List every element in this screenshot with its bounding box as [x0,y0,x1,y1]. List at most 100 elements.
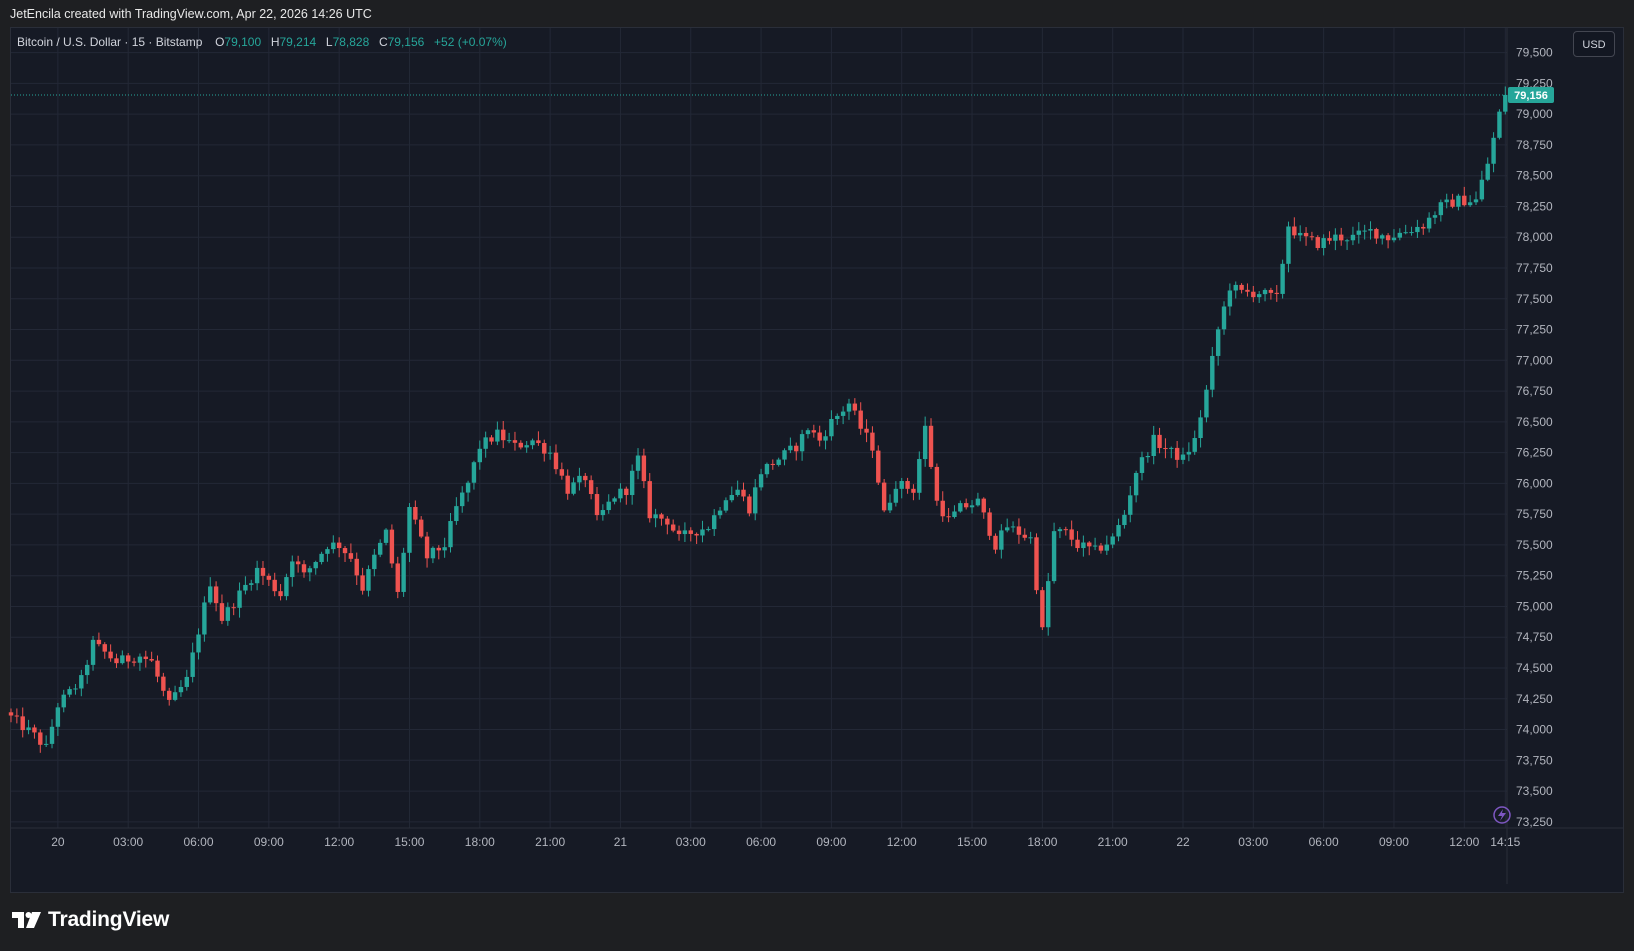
candle-body [1444,199,1449,203]
currency-button[interactable]: USD [1573,31,1615,57]
candle-body [383,529,389,543]
candle-body [325,549,330,554]
candle-body [1491,137,1496,164]
candle-body [805,430,811,435]
candle-body [213,586,219,604]
candle-body [1403,232,1408,234]
candle-body [776,459,781,465]
price-tick-label: 74,250 [1516,692,1553,706]
candle-body [108,651,113,659]
candle-body [465,482,471,493]
price-tick-label: 74,000 [1516,723,1553,737]
candle-body [1022,534,1027,538]
tradingview-brand[interactable]: TradingView [12,907,169,933]
time-tick-label: 18:00 [1027,835,1057,849]
price-tick-label: 75,000 [1516,599,1553,613]
candle-body [788,445,793,451]
candle-body [1286,226,1291,264]
last-price-badge [1508,86,1554,103]
candle-body [641,455,647,482]
price-tick-label: 79,250 [1516,76,1553,90]
symbol-legend[interactable]: Bitcoin / U.S. Dollar · 15 · Bitstamp O7… [17,35,507,49]
price-tick-label: 74,750 [1516,630,1553,644]
candle-body [1421,226,1426,229]
candle-body [67,689,72,695]
candle-body [735,489,740,496]
candle-body [676,530,682,535]
candle-body [278,591,283,597]
candle-body [1233,284,1238,291]
candle-body [553,452,559,470]
candle-body [319,553,324,563]
candle-body [178,686,184,693]
candle-body [1368,229,1373,231]
candle-body [559,469,565,476]
chart-credit: JetEncila created with TradingView.com, … [10,7,372,21]
candle-body [202,602,207,635]
candle-body [571,482,576,494]
open-label: O [215,35,225,49]
candle-body [612,498,617,502]
candle-body [413,506,418,520]
candle-body [1309,236,1315,238]
candle-body [1151,434,1156,456]
candle-body [290,561,295,578]
candle-body [846,403,852,412]
candle-body [840,411,846,416]
candle-body [1391,237,1397,241]
price-tick-label: 77,500 [1516,292,1553,306]
candle-body [928,425,934,467]
price-tick-label: 75,500 [1516,538,1553,552]
price-tick-label: 78,000 [1516,230,1553,244]
candle-body [1174,447,1180,460]
chart-panel[interactable] [10,27,1624,893]
candle-body [1133,472,1139,496]
candle-body [190,652,195,677]
candle-body [61,694,66,708]
candle-body [542,443,547,454]
candle-body [342,548,348,554]
candle-body [741,489,746,497]
candle-body [911,488,916,493]
time-tick-label: 20 [51,835,65,849]
candlestick-chart[interactable]: 73,250 73,500 73,750 74,000 74,250 74,500 74,7… [0,0,1634,893]
high-label: H [270,35,280,49]
price-tick-label: 79,500 [1516,46,1553,60]
price-tick-label: 73,500 [1516,784,1553,798]
candle-body [73,688,78,690]
candle-body [336,542,342,549]
candle-body [547,452,553,454]
candle-body [1215,329,1221,356]
candle-body [1210,355,1215,390]
candle-body [120,655,125,664]
candle-body [1169,447,1174,449]
candle-body [1145,455,1151,458]
low-value: 78,828 [332,35,370,49]
candle-body [600,510,606,516]
change-value: +52 (+0.07%) [434,35,507,49]
candle-body [436,547,441,551]
candle-body [536,440,541,444]
candle-body [717,510,723,516]
candle-body [137,656,143,663]
candle-body [249,583,254,585]
candle-body [1110,536,1115,545]
time-tick-label: 06:00 [1309,835,1339,849]
time-tick-label: 18:00 [465,835,495,849]
candle-body [987,512,992,536]
candle-body [1274,292,1279,294]
candle-body [811,430,817,433]
candle-body [442,547,447,551]
candle-body [477,448,482,463]
candle-body [1051,531,1057,582]
candle-body [899,481,904,489]
candle-body [395,563,400,592]
candle-body [79,675,84,689]
candle-body [208,586,213,603]
time-tick-label: 12:00 [1449,835,1479,849]
candle-body [1292,226,1297,236]
candle-body [419,519,424,537]
candle-body [1192,438,1197,452]
candle-body [629,470,635,496]
candle-body [1186,451,1192,455]
